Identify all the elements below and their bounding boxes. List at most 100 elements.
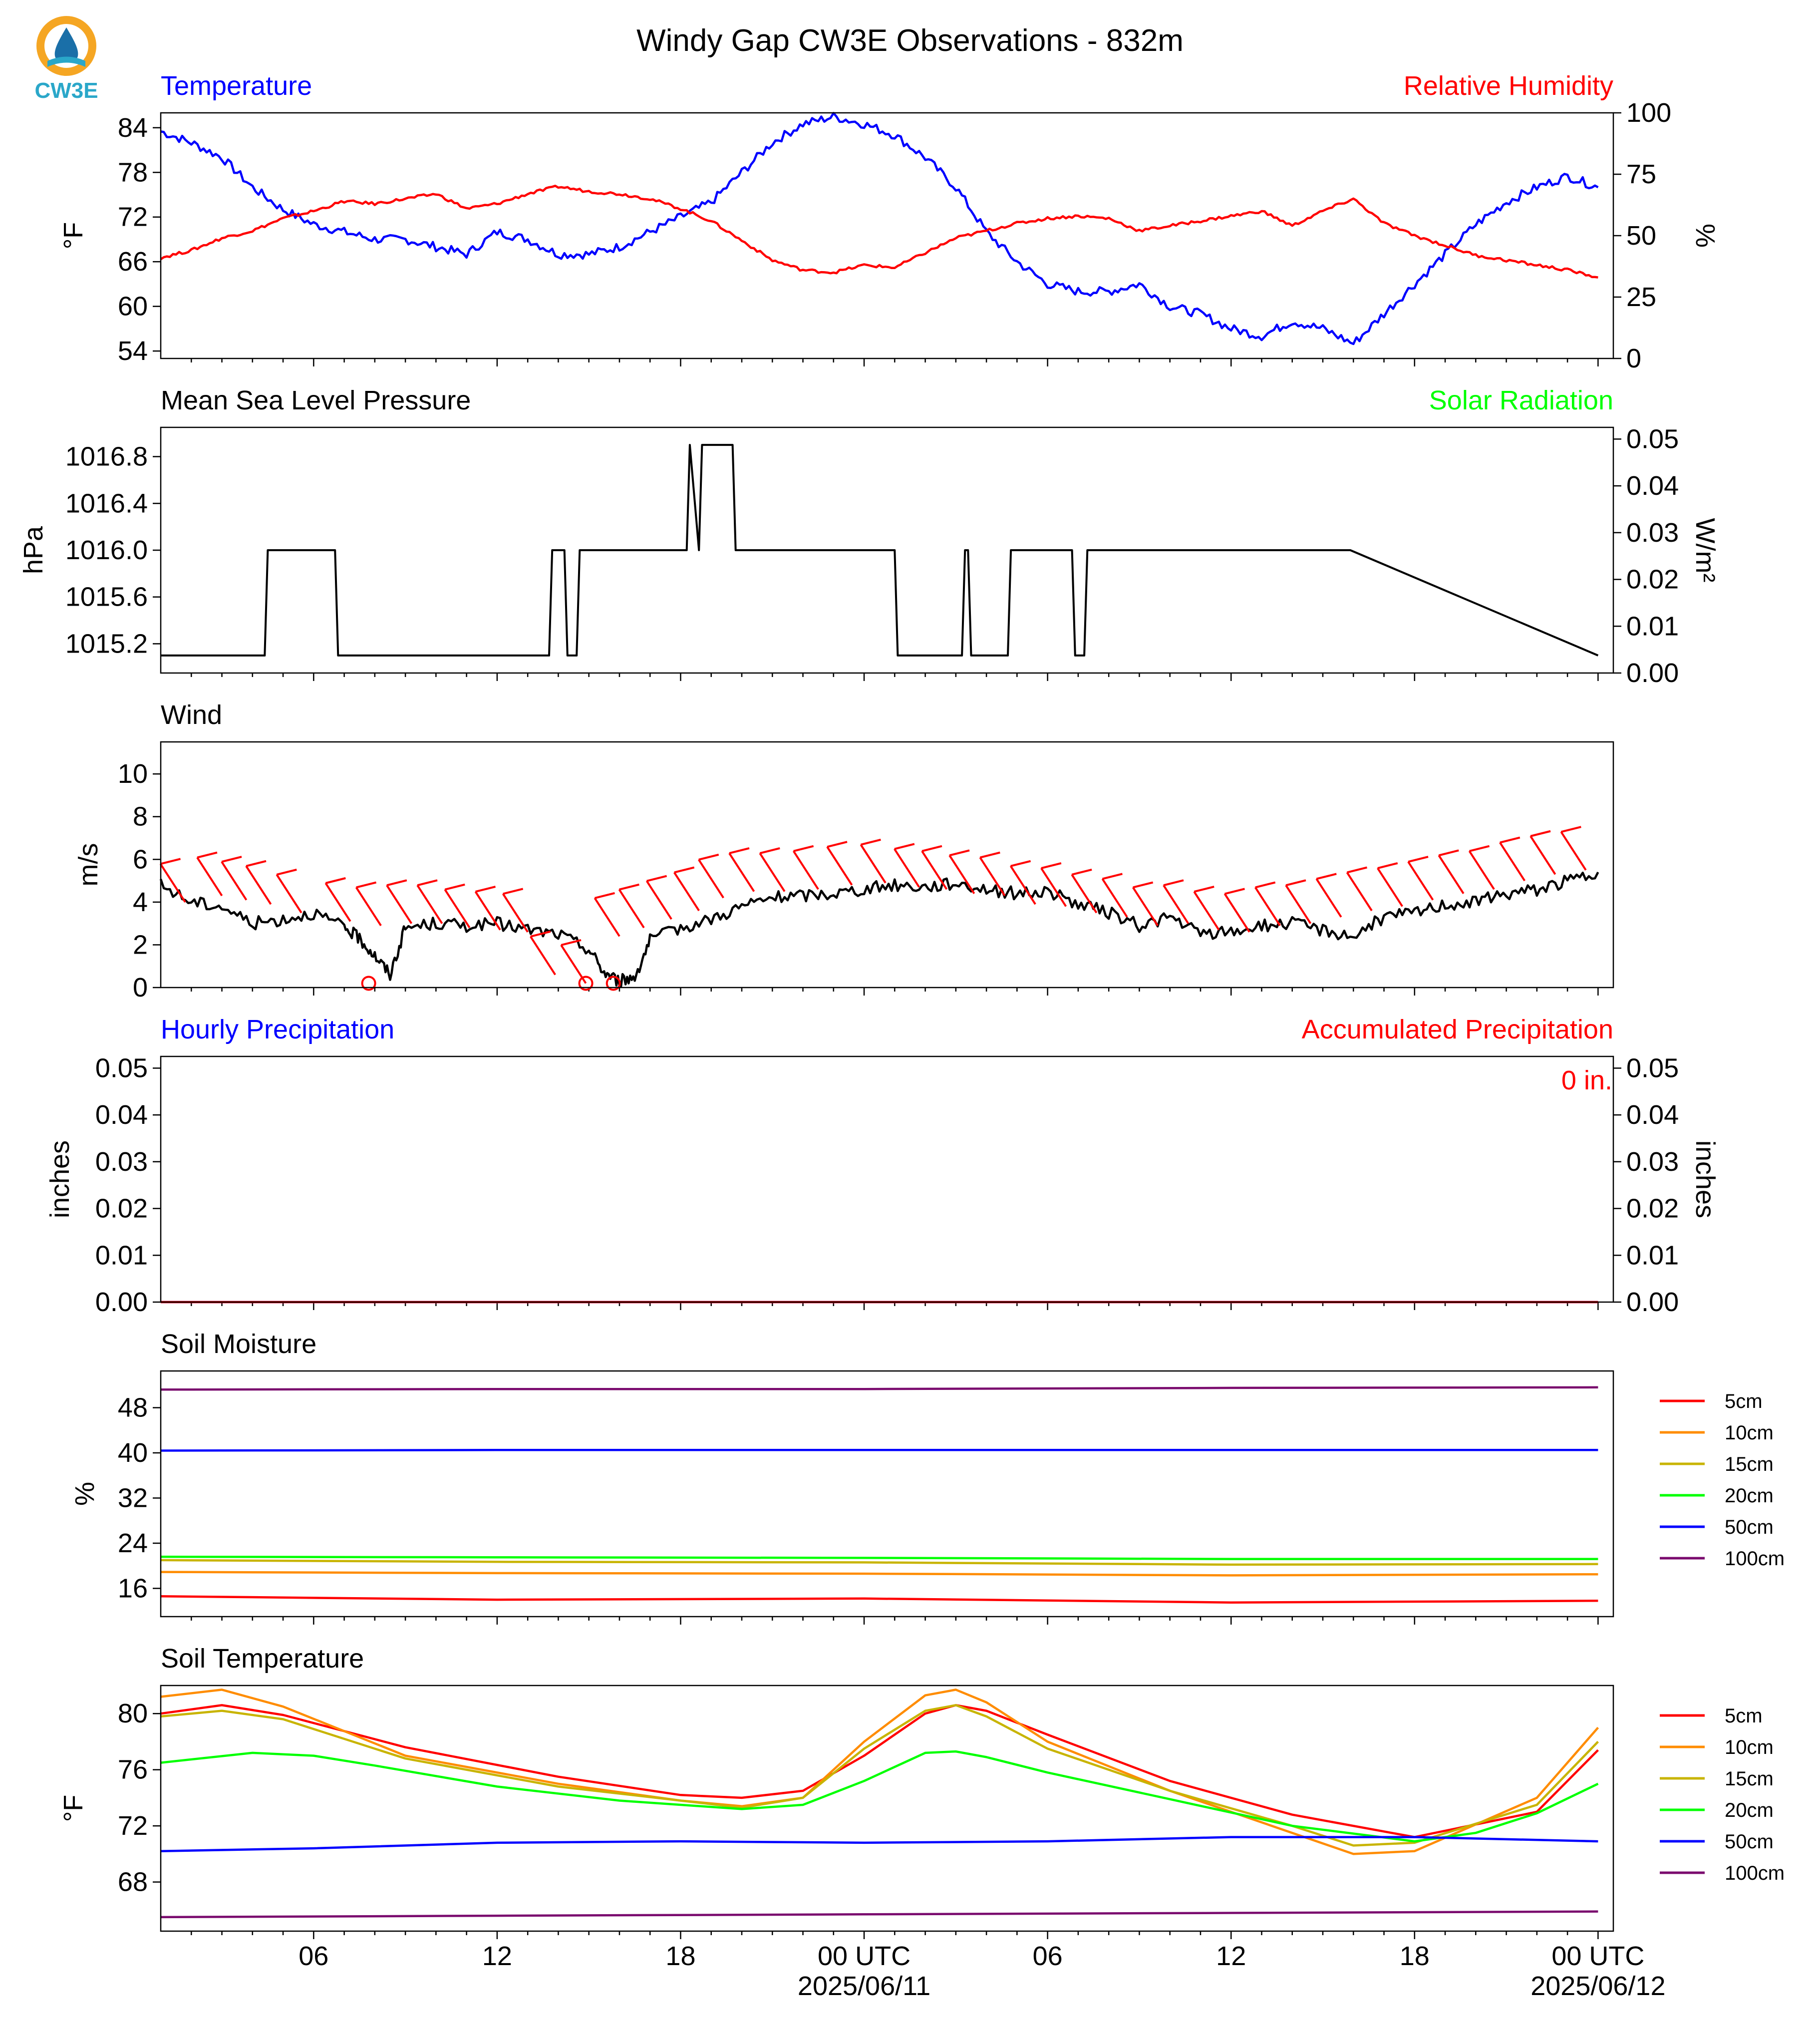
legend-label: 50cm	[1725, 1831, 1774, 1853]
wind-barb-flag	[530, 930, 551, 938]
y-tick-label: 72	[118, 1811, 148, 1841]
wind-barb	[386, 885, 413, 924]
wind-barb-flag	[1408, 856, 1429, 863]
wind-barb	[1254, 887, 1281, 927]
plot-area: 68 72 76 80	[118, 1689, 1599, 1939]
wind-barb-flag	[1560, 826, 1581, 833]
wind-barb	[1529, 835, 1556, 875]
y-tick-label: 1015.6	[65, 582, 148, 612]
plot-area: 54 60 66 72 78 84 0 25 50 75 100	[118, 98, 1671, 373]
wind-barb-flag	[979, 851, 1000, 859]
series-line-50cm	[160, 1836, 1598, 1852]
wind-barb-flag	[246, 860, 267, 867]
wind-barb	[826, 846, 853, 886]
wind-barb-flag	[1316, 873, 1337, 880]
series-line-15cm	[160, 1559, 1598, 1566]
wind-barb	[502, 893, 529, 933]
y-tick-label: 32	[118, 1483, 148, 1513]
panel-left-title: Mean Sea Level Pressure	[161, 385, 471, 415]
wind-barb-flag	[674, 866, 695, 874]
wind-barb	[560, 944, 587, 984]
y-tick-label: 0.05	[95, 1053, 148, 1083]
legend-label: 50cm	[1725, 1516, 1774, 1538]
wind-barb-flag	[561, 939, 582, 946]
wind-barb	[921, 850, 948, 890]
y-tick-label-right: 25	[1626, 282, 1656, 312]
wind-barb	[474, 891, 501, 931]
cw3e-logo: CW3E	[34, 16, 98, 103]
x-tick-label: 18	[665, 1941, 695, 1971]
series-line-100cm	[160, 1386, 1598, 1391]
panel-frame	[160, 1055, 1614, 1303]
wind-barb	[1071, 874, 1098, 914]
wind-barb	[1223, 893, 1250, 933]
series-line	[160, 112, 1599, 345]
plot-area: 1015.2 1015.6 1016.0 1016.4 1016.8 0.00 0.01 0.…	[65, 424, 1679, 688]
calm-wind-marker	[578, 976, 594, 991]
wind-barb	[673, 872, 700, 912]
logo-wave-icon	[47, 56, 85, 67]
series-line-100cm	[160, 1910, 1598, 1919]
x-tick-label: 18	[1400, 1941, 1430, 1971]
series-line	[160, 184, 1598, 279]
y-tick-label: 66	[118, 247, 148, 277]
y-tick-label-right: 100	[1626, 98, 1671, 128]
y-tick-label: 68	[118, 1867, 148, 1897]
logo-drop-icon	[54, 27, 78, 63]
wind-barb-flag	[1071, 868, 1092, 876]
panel-wind: Wind m/s 0 2 4 6 8 10	[73, 700, 1614, 1003]
wind-barb	[196, 857, 223, 897]
y-axis-label-left: °F	[58, 222, 88, 250]
wind-barb	[948, 855, 975, 894]
series-line-20cm	[160, 1555, 1598, 1560]
wind-barb-flag	[417, 879, 438, 887]
wind-barb-flag	[276, 868, 297, 876]
wind-barb	[1132, 887, 1159, 927]
logo-text: CW3E	[34, 78, 98, 103]
panel-right-title: Solar Radiation	[1429, 385, 1613, 415]
y-tick-label: 78	[118, 157, 148, 187]
y-tick-label-right: 0.02	[1626, 1194, 1679, 1224]
y-tick-label: 1016.8	[65, 442, 148, 472]
calm-wind-marker	[606, 976, 621, 991]
y-tick-label: 6	[133, 844, 148, 874]
panel-temperature-humidity: Temperature Relative Humidity °F % 54 60 6…	[58, 71, 1720, 373]
y-tick-label-right: 0.03	[1626, 1147, 1679, 1177]
wind-barb	[645, 880, 672, 920]
wind-barb	[221, 861, 248, 901]
y-tick-label: 0.02	[95, 1194, 148, 1224]
wind-barb-flag	[444, 883, 465, 891]
legend-label: 5cm	[1725, 1390, 1763, 1412]
plot-area: 0 2 4 6 8 10	[118, 759, 1599, 1003]
y-tick-label: 60	[118, 292, 148, 322]
panel-left-title: Wind	[161, 700, 222, 730]
panel-frame	[160, 112, 1614, 359]
wind-barb-flag	[356, 881, 377, 889]
y-axis-label-left: hPa	[18, 526, 48, 574]
wind-barb-flag	[1530, 830, 1551, 837]
wind-barb	[698, 859, 724, 899]
panel-soil-moisture: Soil Moisture % 16 24 32 40 48 5cm 10cm 15cm 20…	[70, 1329, 1785, 1625]
wind-barb	[1285, 885, 1312, 924]
y-axis-label-right: %	[1690, 224, 1720, 248]
y-tick-label-right: 75	[1626, 159, 1656, 189]
wind-barb	[618, 889, 645, 929]
wind-barb	[276, 874, 303, 914]
wind-barb-flag	[1255, 881, 1276, 889]
y-tick-label: 4	[133, 887, 148, 917]
y-tick-label: 2	[133, 930, 148, 960]
panel-pressure-solar: Mean Sea Level Pressure Solar Radiation …	[18, 385, 1720, 688]
x-tick-label: 00 UTC	[818, 1941, 910, 1971]
series-line-20cm	[160, 1750, 1599, 1843]
accumulated-annotation: 0 in.	[1561, 1065, 1612, 1095]
x-tick-label: 12	[482, 1941, 512, 1971]
calm-wind-marker	[361, 976, 376, 991]
wind-barb-flag	[197, 851, 218, 859]
wind-barb	[416, 885, 443, 924]
wind-barb-flag	[386, 879, 407, 887]
y-tick-label-right: 50	[1626, 221, 1656, 251]
panel-precipitation: Hourly Precipitation Accumulated Precipi…	[45, 1015, 1720, 1317]
y-tick-label: 80	[118, 1698, 148, 1728]
